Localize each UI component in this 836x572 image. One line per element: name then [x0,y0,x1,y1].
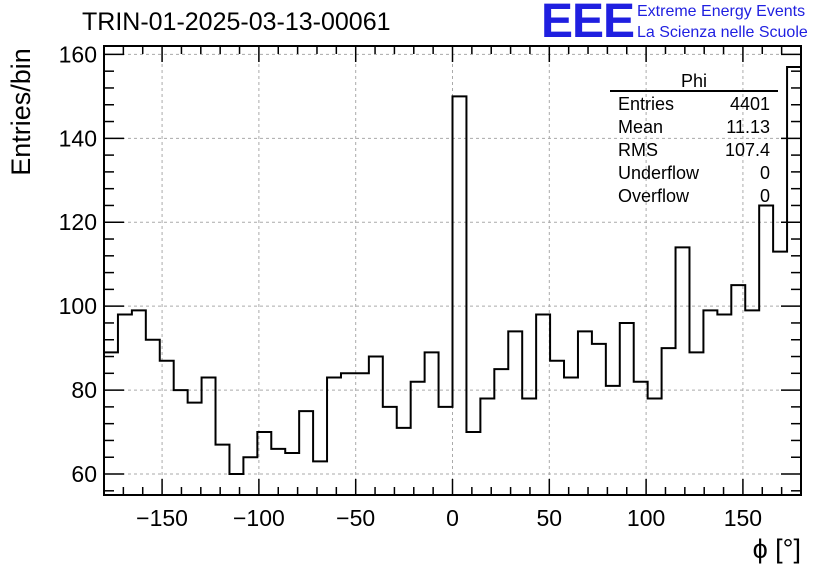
run-title: TRIN-01-2025-03-13-00061 [82,8,391,36]
plot-frame [103,45,802,496]
y-tick-label: 60 [71,461,97,487]
x-tick-label: 100 [627,505,665,531]
x-tick-label: 50 [537,505,563,531]
y-tick-labels: 60 80 100 120 140 160 [59,41,97,487]
eee-logo: EEE [541,0,635,48]
y-tick-label: 80 [71,377,97,403]
stats-row-label: Underflow [618,163,700,183]
stats-box: Phi Entries 4401 Mean 11.13 RMS 107.4 Underflo… [610,71,778,206]
y-tick-label: 100 [59,293,97,319]
x-axis-label: ϕ [°] [753,534,801,564]
stats-rows: Entries 4401 Mean 11.13 RMS 107.4 Underflow 0 Ov… [618,94,770,206]
x-tick-label: −150 [136,505,188,531]
x-tick-label: 150 [724,505,762,531]
stats-row-value: 4401 [730,94,770,114]
logo-subtitle-line1: Extreme Energy Events [637,3,806,20]
stats-row-label: Entries [618,94,674,114]
y-tick-label: 120 [59,209,97,235]
histogram-outline [103,65,802,495]
axis-ticks [103,46,802,495]
logo-subtitle-line2: La Scienza nelle Scuole [637,24,808,41]
stats-row-value: 11.13 [726,117,770,137]
stats-row-label: RMS [618,140,658,160]
stats-row-value: 107.4 [725,140,770,160]
x-tick-label: −100 [233,505,285,531]
y-tick-label: 160 [59,41,97,67]
y-axis-label: Entries/bin [6,48,36,176]
stats-row-label: Mean [618,117,663,137]
stats-box-title: Phi [681,71,707,91]
stats-row-value: 0 [760,186,770,206]
stats-row-label: Overflow [618,186,690,206]
x-tick-labels: −150 −100 −50 0 50 100 150 [136,505,762,531]
x-tick-label: 0 [446,505,459,531]
x-tick-label: −50 [336,505,375,531]
y-tick-label: 140 [59,125,97,151]
stats-row-value: 0 [760,163,770,183]
